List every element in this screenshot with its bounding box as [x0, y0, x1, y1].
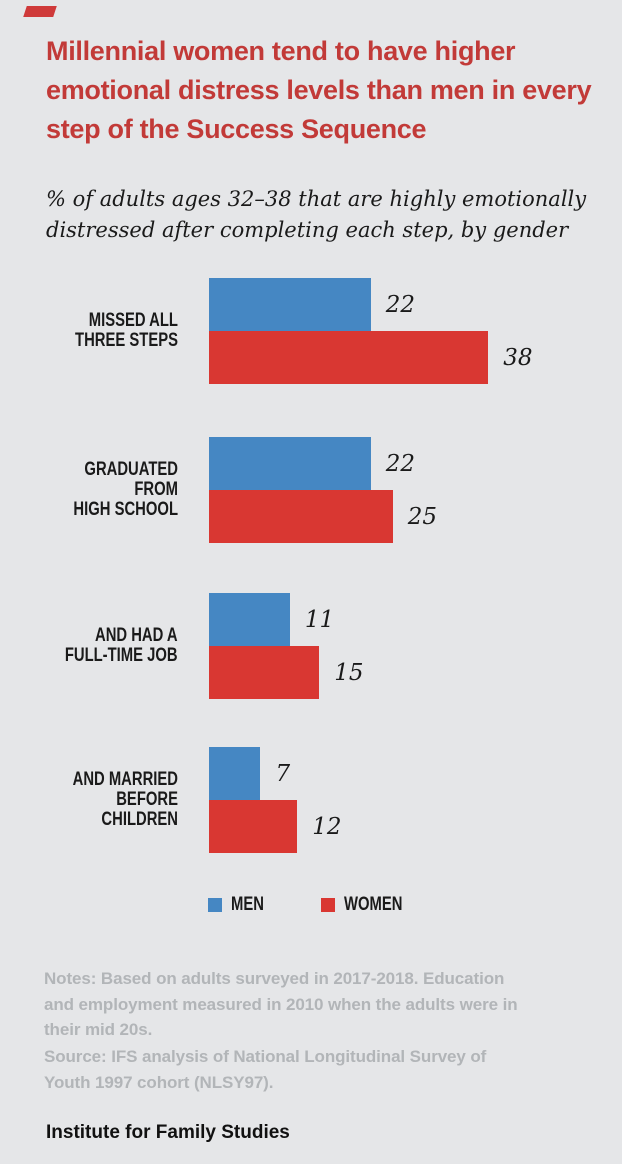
men-value-label: 7	[275, 760, 291, 787]
women-bar	[209, 331, 489, 384]
category-label-text: AND MARRIED BEFORE CHILDREN	[72, 769, 178, 830]
category-label-text: AND HAD A FULL-TIME JOB	[65, 625, 178, 666]
chart-subtitle: % of adults ages 32–38 that are highly e…	[46, 187, 587, 242]
category-label: AND MARRIED BEFORE CHILDREN	[0, 747, 178, 853]
women-swatch	[321, 898, 336, 912]
category-label: AND HAD A FULL-TIME JOB	[0, 593, 178, 699]
attribution-text: Institute for Family Studies	[46, 1122, 290, 1143]
chart-row: GRADUATED FROM HIGH SCHOOL 22 25	[0, 437, 622, 543]
category-label: GRADUATED FROM HIGH SCHOOL	[0, 437, 178, 543]
legend-women-label: WOMEN	[344, 894, 403, 915]
chart-row: AND MARRIED BEFORE CHILDREN 7 12	[0, 747, 622, 853]
women-value-label: 25	[407, 503, 438, 530]
notes-text: Notes: Based on adults surveyed in 2017-…	[44, 969, 518, 1039]
legend-item-men: MEN	[208, 894, 273, 916]
women-value-label: 38	[503, 344, 533, 371]
women-value-label: 12	[312, 813, 342, 840]
legend: MEN WOMEN	[208, 894, 419, 916]
men-bar	[209, 593, 290, 646]
women-bar	[209, 490, 393, 543]
category-label: MISSED ALL THREE STEPS	[0, 278, 178, 384]
source-text: Source: IFS analysis of National Longitu…	[44, 1047, 487, 1092]
women-value-label: 15	[334, 659, 364, 686]
women-bar	[209, 646, 320, 699]
chart-row: AND HAD A FULL-TIME JOB 11 15	[0, 593, 622, 699]
legend-men-label: MEN	[231, 894, 264, 915]
chart-title: Millennial women tend to have higher emo…	[46, 36, 592, 144]
category-label-text: MISSED ALL THREE STEPS	[75, 310, 178, 351]
men-bar	[209, 437, 371, 490]
men-bar	[209, 747, 261, 800]
men-value-label: 22	[385, 291, 415, 318]
men-value-label: 22	[385, 450, 415, 477]
women-bar	[209, 800, 298, 853]
chart-row: MISSED ALL THREE STEPS 22 38	[0, 278, 622, 384]
legend-item-women: WOMEN	[321, 894, 419, 916]
category-label-text: GRADUATED FROM HIGH SCHOOL	[73, 459, 178, 520]
men-swatch	[208, 898, 222, 912]
men-bar	[209, 278, 371, 331]
men-value-label: 11	[304, 606, 335, 633]
